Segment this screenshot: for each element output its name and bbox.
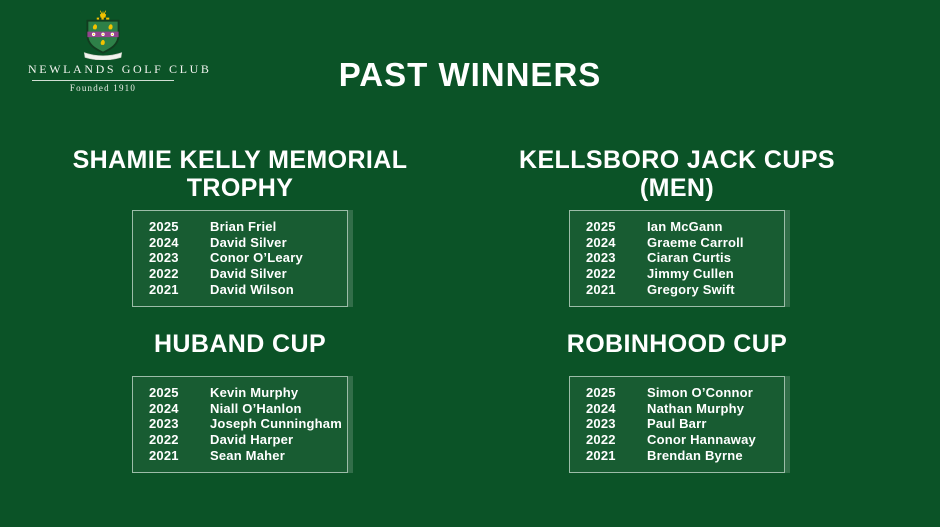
winner-name: Jimmy Cullen (647, 266, 734, 282)
table-row: 2024 Graeme Carroll (586, 235, 776, 251)
winner-name: Gregory Swift (647, 281, 735, 297)
winner-name: Sean Maher (210, 447, 285, 463)
founded-text: Founded 1910 (69, 83, 137, 93)
winners-table: 2025 Brian Friel 2024 David Silver 2023 … (132, 210, 348, 307)
winner-name: David Silver (210, 234, 287, 250)
winner-year: 2024 (586, 234, 616, 250)
section-title: ROBINHOOD CUP (566, 330, 788, 358)
winner-year: 2024 (149, 234, 179, 250)
winner-name: David Silver (210, 266, 287, 282)
section-huband-cup: HUBAND CUP 2025 Kevin Murphy 2024 Niall … (30, 330, 450, 473)
table-row: 2021 Brendan Byrne (586, 447, 776, 463)
winner-name: Niall O’Hanlon (210, 400, 302, 416)
section-title: SHAMIE KELLY MEMORIAL TROPHY (72, 146, 408, 202)
winner-year: 2022 (149, 432, 179, 448)
winner-name: David Wilson (210, 281, 294, 297)
table-row: 2024 Nathan Murphy (586, 401, 776, 417)
winner-year: 2023 (149, 416, 179, 432)
logo-divider (32, 80, 174, 81)
winner-year: 2022 (586, 266, 616, 282)
winner-name: Graeme Carroll (647, 234, 744, 250)
winner-name: Kevin Murphy (210, 385, 299, 401)
winner-year: 2025 (149, 385, 179, 401)
section-title: HUBAND CUP (153, 330, 327, 358)
winner-name: Joseph Cunningham (210, 416, 342, 432)
winner-year: 2025 (586, 219, 616, 235)
table-row: 2021 Gregory Swift (586, 281, 776, 297)
table-row: 2022 David Harper (149, 432, 339, 448)
winner-year: 2021 (149, 447, 179, 463)
winner-name: Conor O’Leary (210, 250, 303, 266)
winner-name: Nathan Murphy (647, 400, 745, 416)
winner-year: 2023 (586, 250, 616, 266)
club-name: NEWLANDS GOLF CLUB (28, 62, 212, 76)
section-title: KELLSBORO JACK CUPS (MEN) (519, 146, 835, 202)
page-title: PAST WINNERS (338, 56, 602, 93)
table-row: 2025 Simon O’Connor (586, 385, 776, 401)
winner-year: 2022 (149, 266, 179, 282)
table-row: 2023 Conor O’Leary (149, 250, 339, 266)
winners-table: 2025 Kevin Murphy 2024 Niall O’Hanlon 20… (132, 376, 348, 473)
winners-table: 2025 Ian McGann 2024 Graeme Carroll 2023… (569, 210, 785, 307)
club-logo: NEWLANDS GOLF CLUB Founded 1910 (28, 8, 212, 93)
club-crest-icon (83, 10, 123, 60)
winner-year: 2025 (149, 219, 179, 235)
table-row: 2025 Brian Friel (149, 219, 339, 235)
winner-name: Simon O’Connor (647, 385, 754, 401)
winner-year: 2021 (149, 281, 179, 297)
table-row: 2022 Conor Hannaway (586, 432, 776, 448)
table-row: 2021 David Wilson (149, 281, 339, 297)
table-row: 2022 Jimmy Cullen (586, 266, 776, 282)
winner-year: 2023 (149, 250, 179, 266)
winner-year: 2021 (586, 447, 616, 463)
table-row: 2024 Niall O’Hanlon (149, 401, 339, 417)
winners-table: 2025 Simon O’Connor 2024 Nathan Murphy 2… (569, 376, 785, 473)
table-row: 2022 David Silver (149, 266, 339, 282)
table-row: 2023 Ciaran Curtis (586, 250, 776, 266)
section-robinhood-cup: ROBINHOOD CUP 2025 Simon O’Connor 2024 N… (467, 330, 887, 473)
table-row: 2025 Kevin Murphy (149, 385, 339, 401)
stag-icon (99, 10, 107, 19)
winner-name: Paul Barr (647, 416, 707, 432)
table-row: 2025 Ian McGann (586, 219, 776, 235)
winner-year: 2021 (586, 281, 616, 297)
section-shamie-kelly-memorial-trophy: SHAMIE KELLY MEMORIAL TROPHY 2025 Brian … (30, 146, 450, 307)
table-row: 2023 Joseph Cunningham (149, 416, 342, 432)
table-row: 2021 Sean Maher (149, 447, 339, 463)
winner-year: 2024 (586, 400, 616, 416)
winner-year: 2023 (586, 416, 616, 432)
winner-year: 2022 (586, 432, 616, 448)
winner-name: Brendan Byrne (647, 447, 743, 463)
winner-name: David Harper (210, 432, 294, 448)
winner-year: 2025 (586, 385, 616, 401)
table-row: 2023 Paul Barr (586, 416, 776, 432)
winner-name: Brian Friel (210, 219, 277, 235)
winner-name: Ciaran Curtis (647, 250, 732, 266)
winner-year: 2024 (149, 400, 179, 416)
section-kellsboro-jack-cups: KELLSBORO JACK CUPS (MEN) 2025 Ian McGan… (467, 146, 887, 307)
winner-name: Ian McGann (647, 219, 723, 235)
table-row: 2024 David Silver (149, 235, 339, 251)
winner-name: Conor Hannaway (647, 432, 756, 448)
